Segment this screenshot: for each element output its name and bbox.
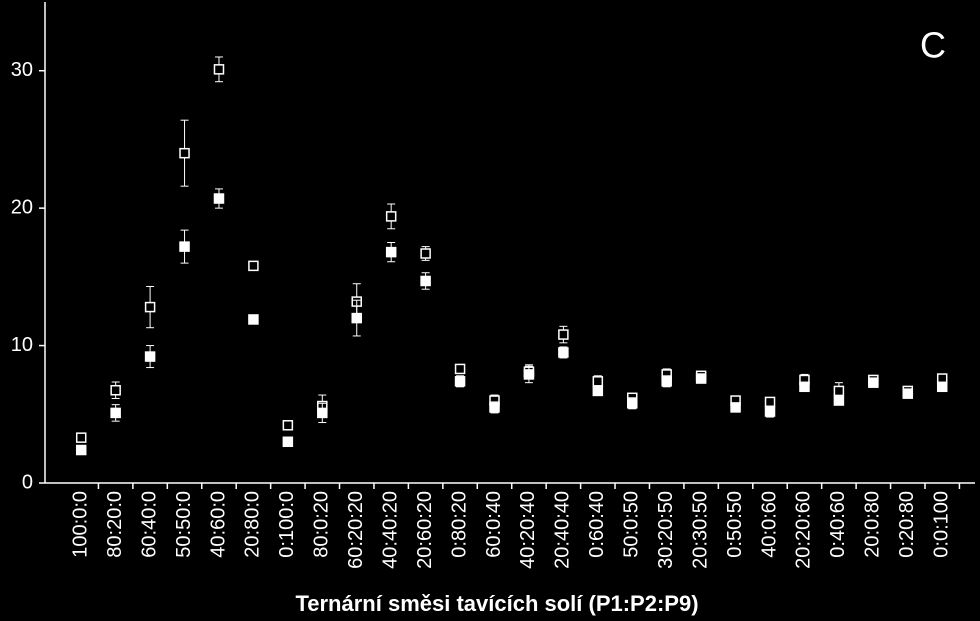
marker: [385, 246, 397, 258]
x-tick-label: 50:50:0: [173, 491, 195, 558]
marker: [420, 248, 431, 259]
marker: [351, 312, 362, 324]
marker: [454, 363, 466, 375]
marker: [282, 436, 294, 448]
y-tick-label: 0: [22, 471, 33, 493]
marker: [248, 260, 259, 272]
marker: [868, 377, 879, 388]
x-tick-label: 20:40:40: [552, 491, 574, 569]
marker: [317, 407, 328, 419]
x-tick-label: 60:20:20: [345, 491, 367, 569]
marker: [75, 444, 87, 456]
marker: [592, 376, 604, 387]
x-tick-label: 0:60:40: [586, 491, 608, 558]
x-tick-label: 0:20:80: [896, 491, 918, 558]
marker: [902, 388, 914, 399]
x-tick-label: 100:0:0: [70, 491, 92, 558]
x-tick-label: 20:60:20: [414, 491, 436, 569]
marker: [110, 384, 121, 396]
x-tick-label: 20:20:60: [793, 491, 815, 569]
marker: [764, 396, 776, 408]
x-tick-label: 20:80:0: [242, 491, 264, 558]
x-tick-label: 0:100:0: [276, 491, 298, 558]
x-tick-label: 0:50:50: [724, 491, 746, 558]
marker: [282, 420, 294, 431]
x-tick-label: 20:30:50: [689, 491, 711, 569]
marker: [144, 301, 156, 313]
marker: [523, 369, 535, 380]
y-tick-label: 10: [11, 334, 33, 356]
marker: [420, 275, 431, 287]
x-tick-label: 40:40:20: [379, 491, 401, 569]
y-tick-label: 30: [11, 59, 33, 81]
marker: [833, 385, 845, 397]
x-tick-label: 0:40:60: [827, 491, 849, 558]
marker: [592, 385, 604, 397]
marker: [179, 147, 190, 159]
x-tick-label: 0:0:100: [931, 491, 953, 558]
panel-label: C: [920, 25, 946, 66]
x-tick-label: 30:20:50: [655, 491, 677, 569]
x-tick-label: 40:20:40: [517, 491, 539, 569]
x-tick-label: 60:0:40: [483, 491, 505, 558]
x-tick-label: 20:0:80: [862, 491, 884, 558]
x-tick-label: 50:0:50: [621, 491, 643, 558]
marker: [179, 241, 190, 252]
marker: [627, 398, 638, 409]
marker: [248, 314, 259, 325]
marker: [558, 329, 569, 340]
marker: [385, 211, 397, 222]
x-tick-label: 60:40:0: [138, 491, 160, 558]
marker: [75, 432, 87, 443]
x-tick-label: 40:60:0: [207, 491, 229, 558]
x-tick-label: 0:80:20: [448, 491, 470, 558]
x-tick-label: 40:0:60: [758, 491, 780, 558]
marker: [764, 406, 776, 417]
marker: [213, 64, 225, 75]
marker: [213, 193, 225, 204]
x-axis-title: Ternární směsi tavících solí (P1:P2:P9): [295, 591, 698, 616]
x-tick-label: 80:20:0: [104, 491, 126, 558]
y-tick-label: 20: [11, 196, 33, 218]
marker: [661, 376, 672, 387]
marker: [110, 407, 121, 419]
marker: [558, 347, 569, 358]
marker: [799, 381, 810, 393]
marker: [695, 373, 707, 384]
marker: [489, 402, 500, 413]
marker: [936, 381, 948, 393]
marker: [144, 351, 156, 362]
marker: [833, 395, 845, 406]
marker: [454, 376, 466, 387]
marker: [730, 402, 741, 413]
x-tick-label: 80:0:20: [311, 491, 333, 558]
